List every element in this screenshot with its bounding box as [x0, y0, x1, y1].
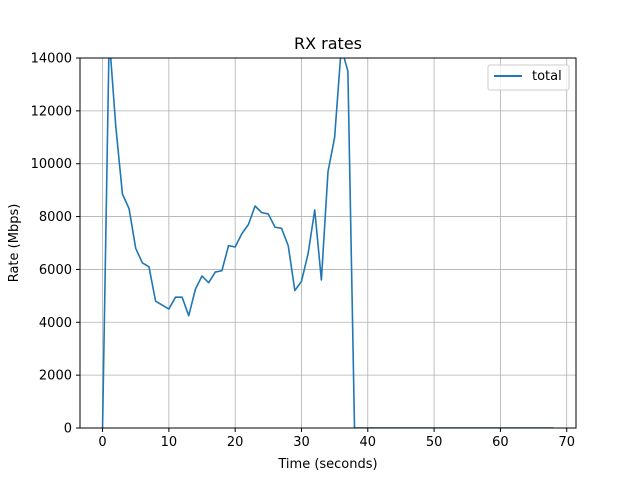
y-tick-label: 0	[64, 422, 72, 437]
x-tick-label: 50	[426, 435, 443, 450]
x-tick-label: 10	[161, 435, 178, 450]
y-tick-label: 2000	[39, 369, 72, 384]
y-tick-label: 6000	[39, 263, 72, 278]
x-tick-label: 40	[360, 435, 377, 450]
x-axis-label: Time (seconds)	[277, 457, 377, 472]
y-axis-label: Rate (Mbps)	[7, 204, 22, 283]
y-tick-label: 12000	[31, 104, 72, 119]
plot-area	[80, 58, 576, 428]
y-tick-label: 10000	[31, 157, 72, 172]
y-tick-label: 4000	[39, 316, 72, 331]
y-tick-label: 14000	[31, 52, 72, 67]
legend: total	[488, 65, 569, 90]
x-tick-label: 70	[558, 435, 575, 450]
x-tick-label: 20	[227, 435, 244, 450]
x-tick-label: 60	[492, 435, 509, 450]
legend-label-total: total	[532, 69, 562, 84]
x-tick-label: 30	[293, 435, 310, 450]
y-tick-label: 8000	[39, 210, 72, 225]
x-tick-label: 0	[98, 435, 106, 450]
chart-title: RX rates	[294, 34, 362, 53]
